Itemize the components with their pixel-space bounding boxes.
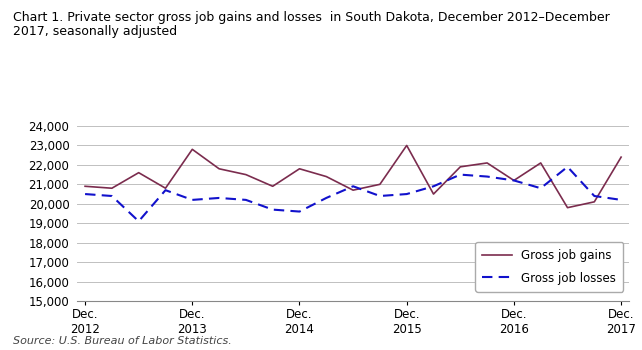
Gross job losses — [162, 188, 169, 192]
Legend: Gross job gains, Gross job losses: Gross job gains, Gross job losses — [475, 242, 623, 292]
Gross job losses — [429, 184, 437, 188]
Gross job losses — [135, 219, 143, 223]
Text: Source: U.S. Bureau of Labor Statistics.: Source: U.S. Bureau of Labor Statistics. — [13, 336, 232, 346]
Gross job losses — [591, 194, 598, 198]
Gross job gains — [376, 182, 384, 187]
Gross job losses — [564, 165, 571, 169]
Gross job gains — [215, 167, 223, 171]
Gross job gains — [269, 184, 277, 188]
Gross job gains — [510, 178, 517, 183]
Gross job gains — [429, 192, 437, 196]
Gross job gains — [564, 205, 571, 210]
Gross job gains — [591, 200, 598, 204]
Text: Chart 1. Private sector gross job gains and losses  in South Dakota, December 20: Chart 1. Private sector gross job gains … — [13, 10, 610, 38]
Gross job gains — [403, 144, 410, 148]
Gross job losses — [322, 196, 330, 200]
Gross job gains — [349, 188, 357, 192]
Gross job losses — [617, 198, 625, 202]
Gross job gains — [162, 186, 169, 190]
Gross job gains — [483, 161, 491, 165]
Gross job gains — [189, 147, 196, 152]
Gross job losses — [483, 174, 491, 179]
Line: Gross job gains: Gross job gains — [85, 146, 621, 208]
Gross job gains — [82, 184, 89, 188]
Gross job losses — [376, 194, 384, 198]
Gross job gains — [108, 186, 116, 190]
Gross job losses — [296, 209, 304, 214]
Gross job losses — [349, 184, 357, 188]
Gross job losses — [215, 196, 223, 200]
Gross job gains — [456, 165, 464, 169]
Line: Gross job losses: Gross job losses — [85, 167, 621, 221]
Gross job losses — [403, 192, 410, 196]
Gross job gains — [617, 155, 625, 159]
Gross job losses — [456, 173, 464, 177]
Gross job gains — [135, 170, 143, 175]
Gross job losses — [242, 198, 250, 202]
Gross job gains — [296, 167, 304, 171]
Gross job losses — [510, 178, 517, 183]
Gross job gains — [242, 173, 250, 177]
Gross job losses — [108, 194, 116, 198]
Gross job losses — [82, 192, 89, 196]
Gross job losses — [537, 186, 544, 190]
Gross job gains — [322, 174, 330, 179]
Gross job losses — [269, 208, 277, 212]
Gross job losses — [189, 198, 196, 202]
Gross job gains — [537, 161, 544, 165]
